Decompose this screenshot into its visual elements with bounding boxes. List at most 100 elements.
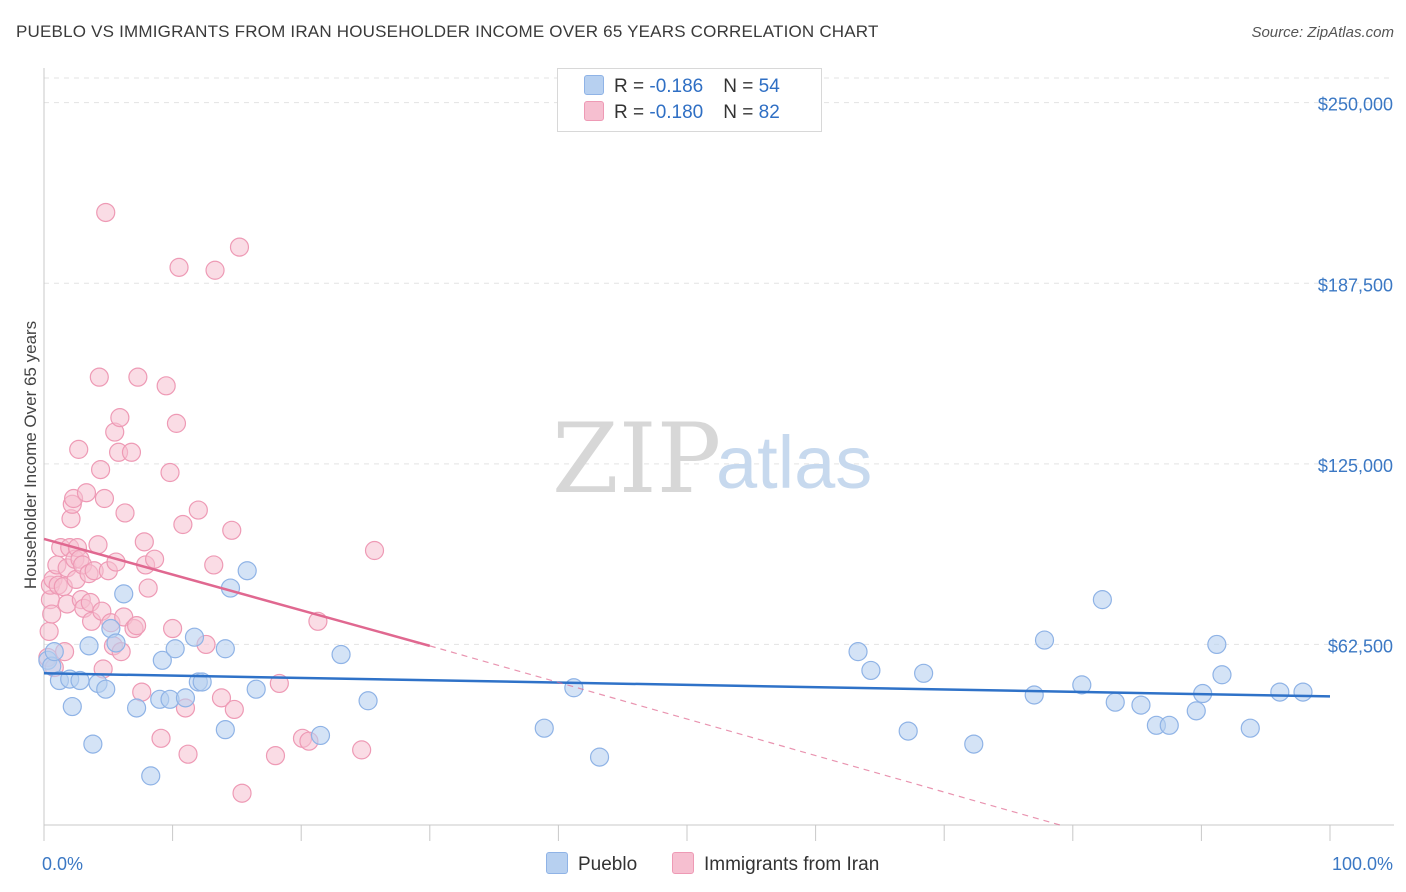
iran-swatch [584,101,604,121]
pueblo-point [1207,634,1227,655]
legend-pueblo-n-value: 54 [758,76,780,97]
x-tick-label: 100.0% [1332,854,1393,874]
iran-point [224,699,244,720]
axes [43,68,1394,841]
trend-lines [43,537,1331,826]
iran-point [121,442,142,462]
watermark-atlas: atlas [716,421,872,504]
pueblo-point [861,660,881,681]
pueblo-point [62,696,82,717]
correlation-legend: R = -0.186 N = 54 R = -0.180 N = 82 [557,68,822,132]
iran-point [205,260,225,280]
pueblo-point [358,691,378,711]
iran-point [265,746,286,766]
iran-trend-line [43,537,431,648]
chart-title: PUEBLO VS IMMIGRANTS FROM IRAN HOUSEHOLD… [16,22,879,41]
legend-iran-n-value: 82 [758,102,780,123]
iran-point [42,604,62,624]
legend-row-iran: R = -0.180 N = 82 [584,101,780,127]
pueblo-point [1212,665,1232,685]
iran-point [211,688,232,708]
iran-point [156,376,176,396]
iran-point [269,673,289,694]
iran-point [163,618,183,639]
pueblo-points [38,561,1313,786]
iran-point [115,503,135,523]
pueblo-point [83,734,103,754]
grid-lines [44,77,1394,645]
bottom-legend-pueblo: Pueblo [546,852,637,876]
bottom-pueblo-label: Pueblo [578,854,638,875]
pueblo-point [964,734,984,754]
pueblo-swatch [584,75,604,95]
y-tick-label: $187,500 [1318,275,1393,295]
iran-point [173,514,193,535]
legend-row-pueblo: R = -0.186 N = 54 [584,75,780,101]
iran-point [96,202,116,223]
iran-point [90,460,111,480]
watermark-zip: ZIP [552,403,721,515]
y-tick-label: $250,000 [1318,95,1393,115]
iran-trend-extension [429,645,1061,826]
pueblo-point [914,663,934,683]
pueblo-point [215,720,235,740]
iran-point [160,462,180,483]
legend-iran-n-label: N = [723,102,759,123]
iran-point [169,257,189,277]
pueblo-point [237,561,257,581]
pueblo-point [152,650,172,670]
pueblo-point [310,725,331,746]
iran-point [188,500,208,520]
pueblo-point [898,721,918,741]
pueblo-point [331,644,351,665]
pueblo-point [79,636,99,656]
pueblo-point [246,679,266,699]
pueblo-point [534,718,554,738]
pueblo-point [1159,715,1179,735]
iran-point [138,578,158,598]
pueblo-point [1092,590,1112,610]
iran-point [232,783,252,803]
iran-point [76,483,97,503]
iran-point [89,367,109,387]
pueblo-point [1034,630,1055,650]
pueblo-point [1240,718,1260,738]
pueblo-point [114,584,134,604]
iran-point [151,728,171,748]
pueblo-point [184,627,205,647]
legend-pueblo-r-value: -0.186 [649,76,704,97]
iran-point [229,237,250,257]
pueblo-point [106,633,126,653]
iran-point [69,439,89,459]
y-tick-label: $62,500 [1328,636,1393,656]
legend-pueblo-r-label: R = [614,76,650,97]
iran-point [364,540,385,561]
y-tick-label: $125,000 [1318,456,1393,476]
pueblo-point [215,639,235,659]
bottom-iran-swatch [672,852,694,874]
pueblo-point [1072,675,1092,695]
x-tick-label: 0.0% [42,854,83,874]
iran-point [134,532,154,552]
iran-point [222,520,242,540]
iran-point [94,488,115,509]
iran-point [144,549,165,569]
pueblo-point [1131,695,1151,715]
pueblo-point [1024,685,1044,705]
pueblo-point [141,766,161,786]
legend-iran-r-value: -0.180 [649,102,704,123]
legend-iran-r-label: R = [614,102,650,123]
pueblo-point [96,679,116,699]
pueblo-point [175,688,196,708]
iran-points [38,202,385,803]
pueblo-point [1293,682,1313,702]
iran-point [126,616,147,636]
pueblo-point [44,642,64,662]
iran-point [106,552,126,572]
pueblo-point [1186,701,1206,721]
tick-labels: $62,500 $125,000 $187,500 $250,000 0.0% 100.0… [42,95,1393,874]
iran-point [132,682,152,702]
bottom-pueblo-swatch [546,852,568,874]
bottom-iran-label: Immigrants from Iran [704,854,880,875]
